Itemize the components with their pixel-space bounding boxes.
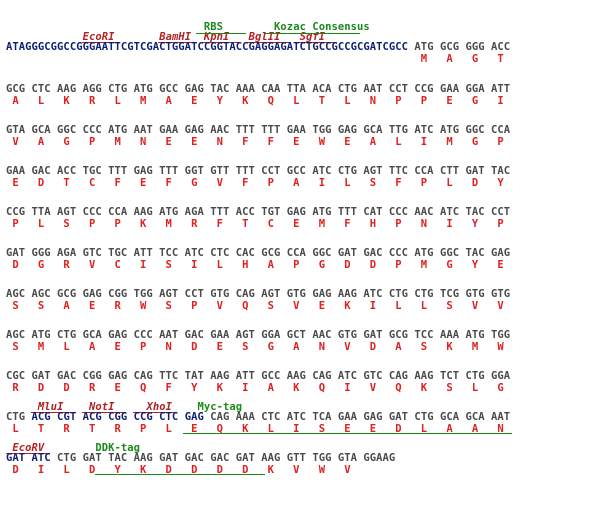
dna-segment: GTA GCA GGC CCC ATG AAT GAA GAG AAC TTT … [6,124,511,136]
dna-sequence-line: ATAGGGCGGCCGGGAATTCGTCGACTGGATCCGGTACCGA… [6,41,510,53]
dna-segment: GAT ATC [6,452,51,464]
annotation-line-upper: RBS Kozac Consensus [6,21,370,33]
dna-segment: GAA GAC ACC TGC TTT GAG TTT GGT GTT TTT … [6,165,511,177]
enzyme-label: SgfI [299,31,326,43]
dna-segment: CGC GAT GAC CGG GAG CAG TTC TAT AAG ATT … [6,370,511,382]
dna-sequence-line: GCG CTC AAG AGG CTG ATG GCC GAG TAC AAA … [6,83,510,95]
dna-segment: CTG [6,411,32,423]
feature-underline [94,474,266,476]
enzyme-label: MluI [37,401,64,413]
dna-sequence-line: CGC GAT GAC CGG GAG CAG TTC TAT AAG ATT … [6,370,510,382]
feature-underline [183,433,512,435]
tag-label: Myc-tag [197,401,243,413]
amino-acid-line: S S A E R W S P V Q S V E K I L L S V V [6,300,504,312]
enzyme-label: EcoRI [82,31,115,43]
feature-underline [31,412,76,414]
enzyme-label: XhoI [146,401,172,413]
feature-underline [81,412,127,414]
enzyme-label: BglII [248,31,281,43]
dna-segment: CCG TTA AGT CCC CCA AAG ATG AGA TTT ACC … [6,206,511,218]
feature-underline [195,33,247,35]
dna-segment: GCG CTC AAG AGG CTG ATG GCC GAG TAC AAA … [6,83,511,95]
feature-underline [265,33,361,35]
dna-segment: AGC AGC GCG GAG CGG TGG AGT CCT GTG CAG … [6,288,511,300]
dna-segment: CAG AAA CTC ATC TCA GAA GAG GAT CTG GCA … [203,411,511,423]
dna-sequence-line: GAT GGG AGA GTC TGC ATT TCC ATC CTC CAC … [6,247,510,259]
feature-underline [81,42,120,44]
amino-acid-line: E D T C F E F G V F P A I L S F P L D Y [6,177,504,189]
annotation-line: MluI NotI XhoI Myc-tag [6,401,242,413]
amino-acid-line: V A G P M N E E N F F E W E A L I M G P [6,136,504,148]
tag-label: RBS [203,21,223,33]
amino-acid-line: D I L D Y K D D D D K V W V [6,464,351,476]
enzyme-label: EcoRV [12,442,45,454]
dna-segment: ATAGGGCGGCCGGGAATTCGTCGACTGGATCCGGTACCGA… [6,41,409,53]
enzyme-label: NotI [88,401,115,413]
amino-acid-line: D G R V C I S I L H A P G D D P M G Y E [6,259,504,271]
amino-acid-line: S M L A E P N D E S G A N V D A S K M W [6,341,504,353]
dna-segment: CTG GAT TAC AAG GAT GAC GAC GAT AAG GTT … [50,452,396,464]
dna-sequence-line: GAT ATC CTG GAT TAC AAG GAT GAC GAC GAT … [6,452,395,464]
dna-sequence-line: CTG ACG CGT ACG CGG CCG CTC GAG CAG AAA … [6,411,510,423]
dna-sequence-line: GTA GCA GGC CCC ATG AAT GAA GAG AAC TTT … [6,124,510,136]
dna-segment: AGC ATG CTG GCA GAG CCC AAT GAC GAA AGT … [6,329,511,341]
amino-acid-line: A L K R L M A E Y K Q L T L N P P E G I [6,95,504,107]
feature-underline [157,42,196,44]
enzyme-label: BamHI [159,31,192,43]
dna-segment: ATG GCG GGG ACC [408,41,511,53]
dna-sequence-line: GAA GAC ACC TGC TTT GAG TTT GGT GTT TTT … [6,165,510,177]
amino-acid-line: L T R T R P L E Q K L I S E E D L A A N [6,423,504,435]
amino-acid-line: R D D R E Q F Y K I A K Q I V Q K S L G [6,382,504,394]
feature-underline [296,42,335,44]
feature-underline [6,453,51,455]
annotation-line: EcoRV DDK-tag [6,442,140,454]
dna-sequence-line: CCG TTA AGT CCC CCA AAG ATG AGA TTT ACC … [6,206,510,218]
feature-underline [246,42,291,44]
amino-acid-line: P L S P P K M R F T C E M F H P N I Y P [6,218,504,230]
feature-underline [132,412,177,414]
dna-sequence-line: AGC ATG CTG GCA GAG CCC AAT GAC GAA AGT … [6,329,510,341]
tag-label: DDK-tag [95,442,141,454]
annotation-line: EcoRI BamHI KpnI BglII SgfI [6,31,326,43]
feature-underline [202,42,240,44]
dna-segment: ACG CGT ACG CGG CCG CTC GAG [31,411,204,423]
dna-segment: GAT GGG AGA GTC TGC ATT TCC ATC CTC CAC … [6,247,511,259]
enzyme-label: KpnI [203,31,230,43]
dna-sequence-line: AGC AGC GCG GAG CGG TGG AGT CCT GTG CAG … [6,288,510,300]
tag-label: Kozac Consensus [274,21,370,33]
amino-acid-line: M A G T [6,53,504,65]
